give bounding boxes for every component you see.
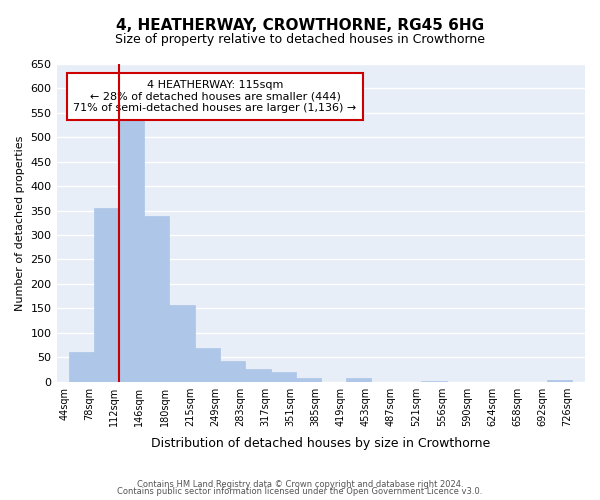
Bar <box>119 116 145 382</box>
Bar <box>69 352 94 382</box>
Text: Contains HM Land Registry data © Crown copyright and database right 2024.: Contains HM Land Registry data © Crown c… <box>137 480 463 489</box>
Bar <box>271 372 296 382</box>
Bar <box>145 216 169 382</box>
Bar <box>169 305 195 382</box>
Bar <box>94 208 119 382</box>
Bar <box>547 380 572 382</box>
Bar <box>220 361 245 382</box>
Text: 4 HEATHERWAY: 115sqm
← 28% of detached houses are smaller (444)
71% of semi-deta: 4 HEATHERWAY: 115sqm ← 28% of detached h… <box>73 80 357 113</box>
Text: 4, HEATHERWAY, CROWTHORNE, RG45 6HG: 4, HEATHERWAY, CROWTHORNE, RG45 6HG <box>116 18 484 32</box>
Text: Contains public sector information licensed under the Open Government Licence v3: Contains public sector information licen… <box>118 487 482 496</box>
Bar <box>421 380 447 382</box>
Bar <box>296 378 321 382</box>
Bar <box>195 348 220 382</box>
Bar <box>346 378 371 382</box>
Text: Size of property relative to detached houses in Crowthorne: Size of property relative to detached ho… <box>115 32 485 46</box>
Y-axis label: Number of detached properties: Number of detached properties <box>15 135 25 310</box>
X-axis label: Distribution of detached houses by size in Crowthorne: Distribution of detached houses by size … <box>151 437 490 450</box>
Bar <box>245 370 271 382</box>
